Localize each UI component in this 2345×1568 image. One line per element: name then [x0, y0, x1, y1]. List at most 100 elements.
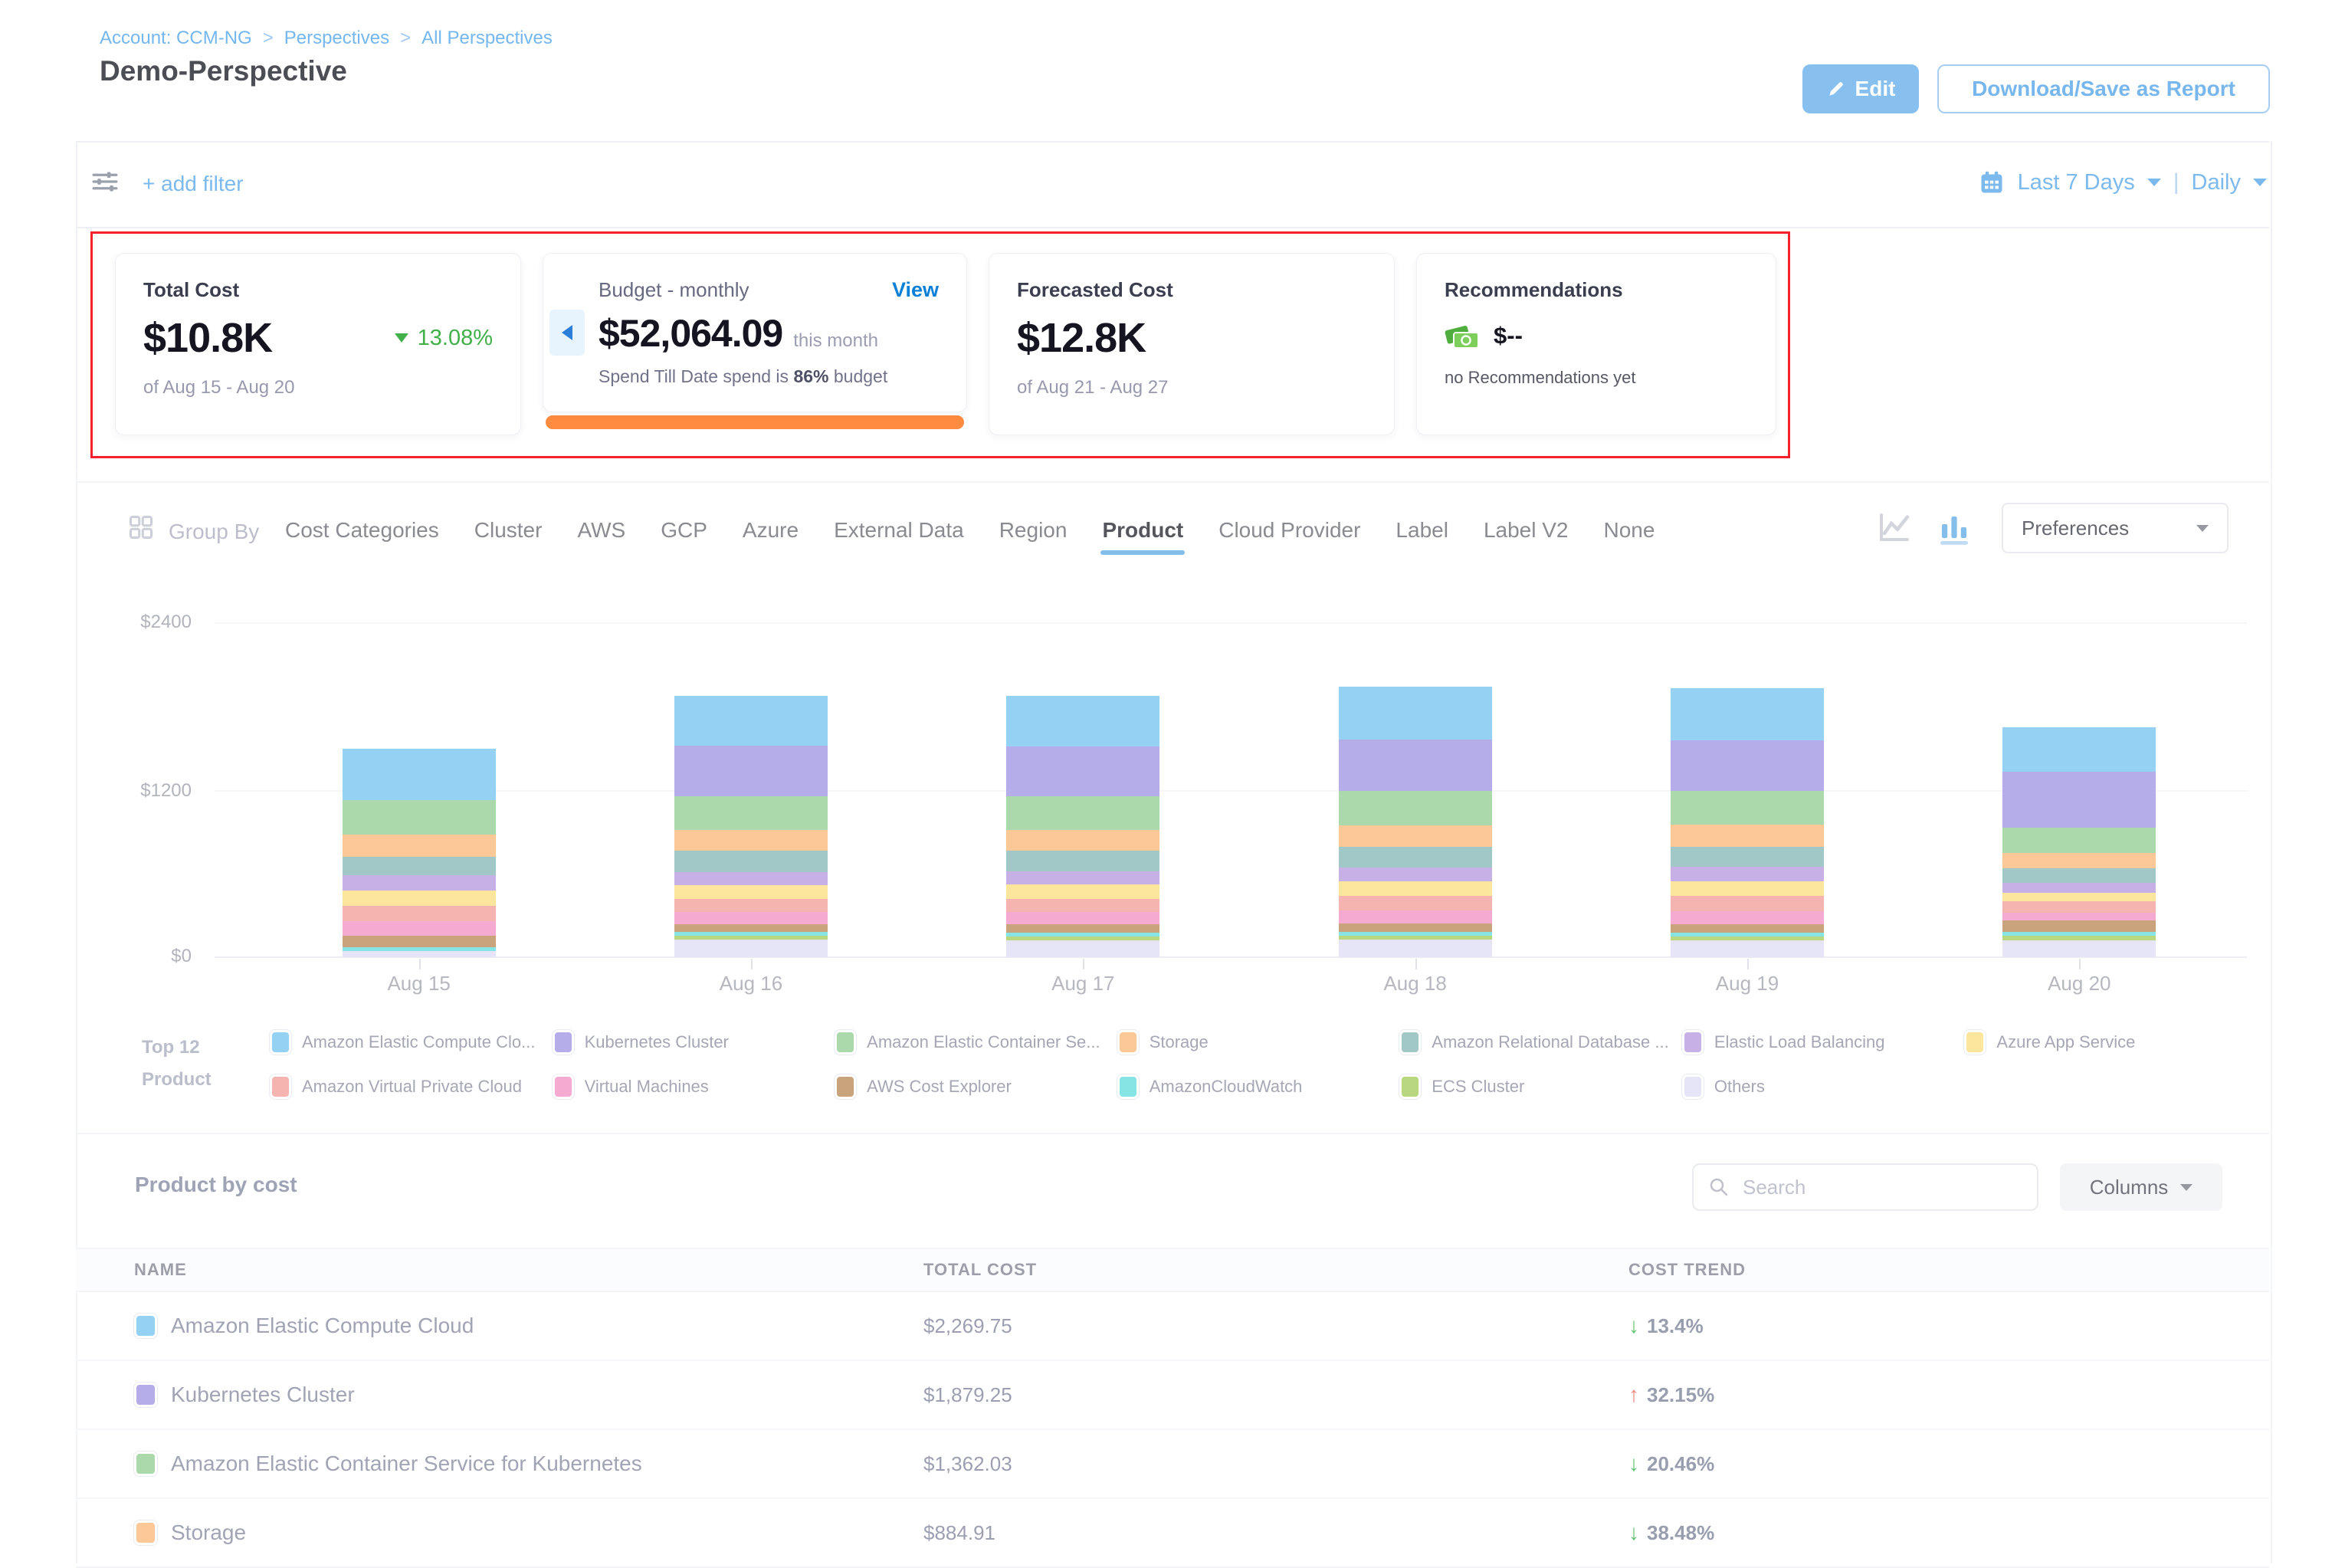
bar-segment-elastic-load-balancing[interactable] — [2002, 882, 2156, 894]
legend-item-others[interactable]: Others — [1681, 1074, 1965, 1099]
bar-segment-virtual-machines[interactable] — [1006, 911, 1160, 925]
bar-segment-kubernetes-cluster[interactable] — [2002, 772, 2156, 828]
bar-segment-kubernetes-cluster[interactable] — [1006, 746, 1160, 797]
line-chart-icon[interactable] — [1876, 509, 1913, 546]
bar-segment-azure-app-service[interactable] — [1338, 881, 1492, 897]
chevron-down-icon[interactable] — [2147, 179, 2161, 186]
bar-segment-others[interactable] — [1670, 940, 1824, 957]
bar-segment-amazon-relational-database[interactable] — [1338, 847, 1492, 868]
stacked-bar-aug-19[interactable] — [1670, 687, 1824, 957]
bar-segment-amazoncloudwatch[interactable] — [674, 931, 828, 936]
chevron-down-icon[interactable] — [2253, 179, 2267, 186]
bar-segment-azure-app-service[interactable] — [674, 884, 828, 899]
stacked-bar-aug-15[interactable] — [342, 748, 496, 957]
bar-segment-amazon-elastic-compute-clo[interactable] — [2002, 727, 2156, 773]
edit-button[interactable]: Edit — [1802, 64, 1919, 113]
search-input[interactable] — [1741, 1174, 2023, 1200]
tab-external-data[interactable]: External Data — [834, 518, 964, 542]
bar-segment-virtual-machines[interactable] — [2002, 912, 2156, 920]
bar-segment-storage[interactable] — [1670, 824, 1824, 848]
bar-segment-others[interactable] — [1338, 940, 1492, 957]
tab-none[interactable]: None — [1603, 518, 1655, 542]
bar-segment-virtual-machines[interactable] — [1670, 910, 1824, 924]
bar-segment-amazon-relational-database[interactable] — [342, 857, 496, 875]
columns-dropdown[interactable]: Columns — [2060, 1163, 2222, 1211]
breadcrumb-all-perspectives[interactable]: All Perspectives — [421, 28, 553, 48]
bar-segment-amazon-relational-database[interactable] — [2002, 868, 2156, 883]
legend-item-amazon-relational-database[interactable]: Amazon Relational Database ... — [1399, 1030, 1682, 1055]
table-row-kubernetes-cluster[interactable]: Kubernetes Cluster $1,879.25 ↑ 32.15% — [76, 1361, 2269, 1430]
bar-segment-amazon-elastic-container-se[interactable] — [342, 799, 496, 835]
legend-item-azure-app-service[interactable]: Azure App Service — [1964, 1030, 2247, 1055]
date-range-selector[interactable]: Last 7 Days — [2017, 169, 2135, 195]
bar-segment-amazoncloudwatch[interactable] — [1338, 931, 1492, 936]
row-name-cell[interactable]: Amazon Elastic Compute Cloud — [134, 1292, 474, 1360]
bar-segment-storage[interactable] — [1006, 829, 1160, 851]
legend-item-kubernetes-cluster[interactable]: Kubernetes Cluster — [552, 1030, 835, 1055]
bar-segment-storage[interactable] — [1338, 825, 1492, 848]
tab-gcp[interactable]: GCP — [661, 518, 707, 542]
bar-segment-amazon-elastic-container-se[interactable] — [674, 796, 828, 831]
bar-segment-others[interactable] — [1006, 940, 1160, 957]
tab-aws[interactable]: AWS — [577, 518, 626, 542]
tab-cost-categories[interactable]: Cost Categories — [285, 518, 439, 542]
legend-item-amazoncloudwatch[interactable]: AmazonCloudWatch — [1117, 1074, 1400, 1099]
bar-segment-ecs-cluster[interactable] — [2002, 935, 2156, 941]
bar-segment-azure-app-service[interactable] — [1670, 881, 1824, 896]
bar-segment-azure-app-service[interactable] — [1006, 884, 1160, 899]
bar-segment-ecs-cluster[interactable] — [1338, 935, 1492, 940]
bar-segment-storage[interactable] — [342, 835, 496, 858]
legend-item-aws-cost-explorer[interactable]: AWS Cost Explorer — [835, 1074, 1117, 1099]
bar-segment-amazon-virtual-private-cloud[interactable] — [342, 906, 496, 922]
bar-segment-aws-cost-explorer[interactable] — [1338, 923, 1492, 932]
bar-segment-azure-app-service[interactable] — [342, 890, 496, 906]
row-name-cell[interactable]: Amazon Elastic Container Service for Kub… — [134, 1430, 642, 1497]
bar-segment-virtual-machines[interactable] — [342, 921, 496, 936]
tab-region[interactable]: Region — [999, 518, 1068, 542]
stacked-bar-aug-17[interactable] — [1006, 696, 1160, 957]
bar-segment-aws-cost-explorer[interactable] — [674, 923, 828, 932]
bar-segment-storage[interactable] — [2002, 852, 2156, 868]
bar-segment-amazon-elastic-compute-clo[interactable] — [674, 695, 828, 746]
tab-label[interactable]: Label — [1396, 518, 1448, 542]
legend-item-ecs-cluster[interactable]: ECS Cluster — [1399, 1074, 1682, 1099]
bar-segment-amazon-elastic-compute-clo[interactable] — [1670, 687, 1824, 741]
bar-segment-aws-cost-explorer[interactable] — [1670, 923, 1824, 933]
add-filter-button[interactable]: + add filter — [143, 172, 244, 195]
row-name-cell[interactable]: Storage — [134, 1499, 246, 1566]
bar-segment-ecs-cluster[interactable] — [1670, 936, 1824, 941]
breadcrumb-perspectives[interactable]: Perspectives — [284, 28, 390, 48]
table-row-storage[interactable]: Storage $884.91 ↓ 38.48% — [76, 1499, 2269, 1568]
bar-segment-others[interactable] — [342, 950, 496, 957]
bar-segment-virtual-machines[interactable] — [1338, 910, 1492, 923]
filter-sliders-icon[interactable] — [89, 166, 121, 202]
bar-segment-amazon-elastic-compute-clo[interactable] — [342, 748, 496, 800]
bar-segment-elastic-load-balancing[interactable] — [674, 871, 828, 885]
bar-segment-amazon-virtual-private-cloud[interactable] — [2002, 901, 2156, 913]
legend-item-amazon-elastic-container-se[interactable]: Amazon Elastic Container Se... — [835, 1030, 1117, 1055]
bar-segment-azure-app-service[interactable] — [2002, 893, 2156, 902]
budget-view-link[interactable]: View — [891, 278, 939, 301]
carousel-prev-button[interactable] — [549, 310, 585, 356]
bar-segment-aws-cost-explorer[interactable] — [342, 935, 496, 947]
bar-segment-amazon-relational-database[interactable] — [1670, 847, 1824, 868]
bar-segment-amazon-virtual-private-cloud[interactable] — [1006, 898, 1160, 912]
legend-item-virtual-machines[interactable]: Virtual Machines — [552, 1074, 835, 1099]
table-row-amazon-elastic-container-service-for-kubernetes[interactable]: Amazon Elastic Container Service for Kub… — [76, 1430, 2269, 1499]
bar-segment-amazoncloudwatch[interactable] — [342, 946, 496, 951]
bar-segment-amazoncloudwatch[interactable] — [1670, 932, 1824, 937]
row-name-cell[interactable]: Kubernetes Cluster — [134, 1361, 355, 1429]
bar-segment-amazoncloudwatch[interactable] — [1006, 932, 1160, 937]
bar-segment-amazon-elastic-container-se[interactable] — [1006, 796, 1160, 830]
bar-segment-amazon-elastic-compute-clo[interactable] — [1006, 696, 1160, 746]
bar-segment-elastic-load-balancing[interactable] — [1338, 868, 1492, 882]
bar-segment-virtual-machines[interactable] — [674, 911, 828, 924]
legend-item-elastic-load-balancing[interactable]: Elastic Load Balancing — [1681, 1030, 1965, 1055]
bar-segment-kubernetes-cluster[interactable] — [674, 746, 828, 797]
bar-segment-amazon-relational-database[interactable] — [1006, 850, 1160, 872]
bar-segment-amazon-virtual-private-cloud[interactable] — [1338, 896, 1492, 910]
bar-segment-storage[interactable] — [674, 830, 828, 851]
tab-cloud-provider[interactable]: Cloud Provider — [1218, 518, 1361, 542]
legend-item-amazon-elastic-compute-clo[interactable]: Amazon Elastic Compute Clo... — [270, 1030, 553, 1055]
granularity-selector[interactable]: Daily — [2191, 169, 2241, 195]
